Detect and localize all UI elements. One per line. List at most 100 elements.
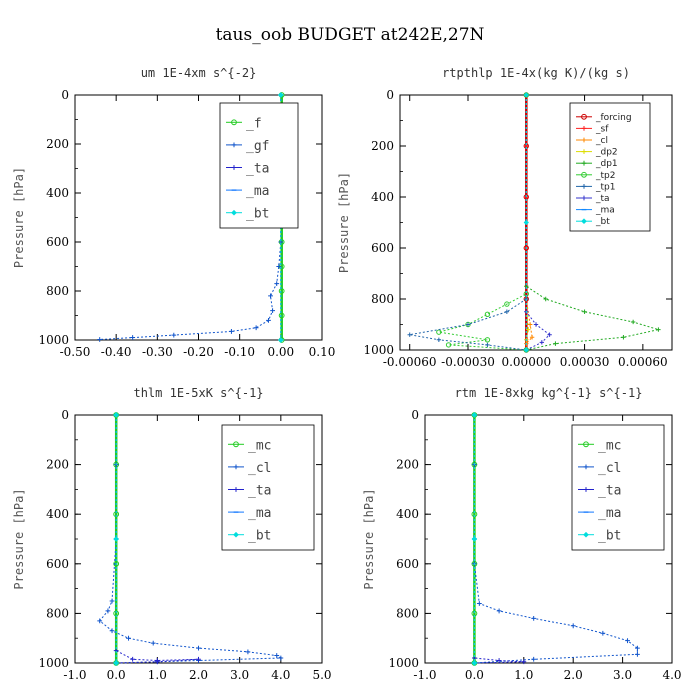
data-point — [504, 301, 510, 307]
data-point — [278, 92, 284, 98]
data-point — [109, 598, 115, 604]
y-tick-label: 800 — [46, 606, 69, 620]
y-tick-label: 1000 — [388, 656, 419, 670]
x-tick-label: 2.0 — [189, 668, 208, 682]
legend-label: _dp2 — [595, 148, 618, 158]
x-tick-label: 4.0 — [271, 668, 290, 682]
data-point — [471, 412, 478, 418]
data-point — [278, 655, 284, 661]
data-point — [245, 649, 251, 655]
legend-label: _tp2 — [595, 171, 615, 181]
y-tick-label: 400 — [371, 190, 394, 204]
data-point — [113, 412, 119, 418]
y-tick-label: 400 — [46, 186, 69, 200]
legend-label: _bt — [246, 207, 269, 222]
legend-entry: _ta — [576, 194, 610, 204]
x-tick-label: 3.0 — [230, 668, 249, 682]
y-tick-label: 600 — [371, 241, 394, 255]
data-point — [465, 322, 471, 327]
panel-2: rtpthlp 1E-4x(kg K)/(kg s) Pressure [hPa]… — [337, 66, 673, 369]
legend-entry: _bt — [226, 207, 269, 222]
data-point — [276, 264, 282, 269]
data-point — [570, 623, 576, 629]
legend-label: _bt — [248, 529, 271, 544]
series-bt — [523, 92, 529, 353]
y-tick-label: 0 — [61, 88, 69, 102]
legend-label: _mc — [248, 438, 271, 453]
data-point — [533, 322, 539, 327]
x-tick-label: -1.0 — [63, 668, 86, 682]
panels: um 1E-4xm s^{-2} Pressure [hPa] 0 200 400 600… — [12, 66, 682, 682]
data-point — [523, 347, 529, 353]
x-tick-label: 5.0 — [312, 668, 331, 682]
data-point — [150, 640, 156, 646]
legend-label: _ta — [248, 484, 271, 499]
legend-label: _ma — [248, 506, 271, 521]
series-line — [98, 415, 283, 664]
y-tick-label: 1000 — [38, 333, 69, 347]
legend-entry: _mc — [228, 438, 271, 453]
legend-label: _ta — [595, 194, 610, 204]
data-point — [625, 638, 630, 644]
legend-label: _gf — [246, 139, 269, 154]
data-point — [278, 337, 284, 343]
data-point — [529, 335, 535, 340]
data-point — [496, 658, 502, 663]
y-tick-label: 600 — [46, 557, 69, 571]
y-tick-label: 800 — [46, 284, 69, 298]
x-tick-label: -0.50 — [60, 345, 91, 359]
x-tick-label: -0.00030 — [441, 355, 495, 369]
x-tick-label: 0.0 — [107, 668, 126, 682]
x-tick-label: -0.10 — [224, 345, 255, 359]
x-tick-label: 0.00000 — [501, 355, 551, 369]
legend-entry: _cl — [578, 461, 621, 476]
figure-title: taus_oob BUDGET at242E,27N — [216, 25, 485, 45]
data-point — [547, 332, 552, 337]
data-point — [130, 656, 136, 662]
y-axis-label: Pressure [hPa] — [12, 488, 26, 589]
data-point — [485, 342, 490, 348]
data-point — [553, 341, 558, 346]
data-point — [476, 601, 482, 606]
legend-frame — [219, 102, 299, 229]
x-tick-label: -0.40 — [101, 345, 132, 359]
x-tick-label: -0.00060 — [383, 355, 437, 369]
data-point — [496, 608, 502, 614]
legend: _f _gf _ta _ma _bt — [219, 102, 299, 229]
legend-label: _cl — [248, 461, 271, 476]
x-tick-label: -0.30 — [142, 345, 173, 359]
legend-entry: _bt — [576, 217, 610, 227]
data-point — [471, 536, 478, 542]
legend-entry: _ma — [578, 506, 621, 521]
y-tick-label: 600 — [46, 235, 69, 249]
legend-entry: _ma — [226, 184, 269, 199]
data-point — [97, 337, 103, 342]
y-tick-label: 400 — [46, 507, 69, 521]
data-point — [484, 311, 491, 317]
legend-entry: _cl — [576, 136, 608, 146]
legend-entry: _cl — [228, 461, 271, 476]
data-point — [266, 318, 271, 323]
data-point — [600, 630, 606, 636]
data-point — [635, 645, 640, 651]
y-tick-label: 400 — [396, 507, 419, 521]
series-bt — [113, 412, 119, 666]
data-point — [630, 319, 636, 325]
series-line — [409, 95, 527, 351]
data-point — [582, 309, 587, 314]
data-point — [113, 560, 120, 567]
legend-label: _f — [246, 116, 262, 131]
y-tick-label: 0 — [386, 88, 394, 102]
legend-entry: _bt — [228, 529, 271, 544]
legend-entry: _gf — [226, 139, 269, 154]
data-point — [521, 659, 527, 665]
data-point — [523, 92, 529, 98]
data-point — [531, 615, 537, 621]
data-point — [274, 653, 280, 658]
legend: _mc _cl _ta _ma _bt — [571, 424, 665, 551]
y-tick-label: 0 — [411, 408, 419, 422]
x-tick-label: 0.0 — [465, 668, 484, 682]
legend-entry: _forcing — [576, 113, 632, 123]
y-tick-label: 1000 — [38, 656, 69, 670]
panel-title: rtpthlp 1E-4x(kg K)/(kg s) — [442, 66, 630, 80]
